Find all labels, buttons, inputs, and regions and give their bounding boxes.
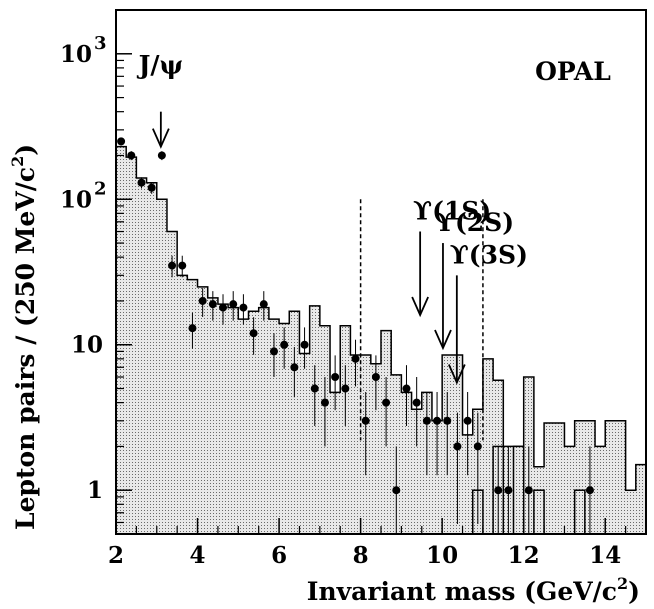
- histogram-bar: [512, 445, 525, 534]
- data-point: [453, 442, 462, 451]
- data-point: [361, 416, 370, 425]
- data-point: [402, 384, 411, 393]
- data-point: [320, 398, 329, 407]
- data-point: [351, 354, 360, 363]
- histogram-bar: [573, 489, 586, 534]
- data-point: [433, 416, 442, 425]
- y-tick-label: 1: [87, 477, 103, 504]
- data-point: [198, 296, 207, 305]
- data-point: [178, 261, 187, 270]
- x-axis-label-main: Invariant mass (GeV/c: [307, 577, 617, 606]
- data-point: [127, 151, 136, 160]
- y-tick-label: 10: [71, 332, 103, 359]
- data-point: [473, 442, 482, 451]
- x-axis-label-sup: 2: [617, 574, 628, 593]
- data-point: [280, 340, 289, 349]
- data-point: [208, 300, 217, 309]
- x-tick-label: 4: [190, 542, 206, 569]
- annotation-label: ϒ(3S): [450, 240, 528, 269]
- x-axis-label-close: ): [628, 577, 640, 606]
- data-point: [331, 373, 340, 382]
- x-tick-label: 14: [589, 542, 621, 569]
- data-point: [290, 363, 299, 372]
- data-point: [219, 303, 228, 312]
- data-point: [341, 384, 350, 393]
- x-axis-label: Invariant mass (GeV/c2): [307, 574, 640, 606]
- y-tick-label: 10: [60, 41, 92, 68]
- data-point: [382, 398, 391, 407]
- data-point: [524, 486, 533, 495]
- y-tick-label-exponent: 2: [94, 178, 107, 199]
- signal-window-lines: [359, 199, 484, 441]
- data-point: [259, 300, 268, 309]
- y-tick-label-exponent: 3: [94, 33, 107, 54]
- data-point: [300, 340, 309, 349]
- x-tick-label: 8: [353, 542, 369, 569]
- x-tick-label: 6: [271, 542, 287, 569]
- annotation-arrowhead: [152, 128, 170, 149]
- x-tick-label: 2: [108, 542, 124, 569]
- data-point: [412, 398, 421, 407]
- data-point: [239, 303, 248, 312]
- data-point: [585, 486, 594, 495]
- data-point: [249, 329, 258, 338]
- annotation-arrowhead: [448, 364, 466, 385]
- data-point: [310, 384, 319, 393]
- data-point: [463, 416, 472, 425]
- data-point: [117, 137, 126, 146]
- data-point: [392, 486, 401, 495]
- experiment-label: OPAL: [535, 57, 611, 86]
- data-point: [188, 324, 197, 333]
- x-tick-label: 12: [508, 542, 540, 569]
- annotation-label: ϒ(2S): [436, 208, 514, 237]
- mc-histogram: [116, 145, 646, 534]
- data-point: [269, 347, 278, 356]
- y-axis-label-main: Lepton pairs / (250 MeV/c: [11, 167, 40, 530]
- data-points: [117, 137, 594, 534]
- data-point: [443, 416, 452, 425]
- histogram-bar: [533, 489, 545, 534]
- y-axis-label-close: ): [11, 144, 40, 156]
- data-point: [147, 183, 156, 192]
- data-point: [504, 486, 513, 495]
- data-point: [137, 178, 146, 187]
- data-point: [371, 373, 380, 382]
- annotation-label: ϒ(1S): [413, 197, 491, 226]
- annotation-arrowhead: [411, 296, 429, 318]
- histogram-area: [116, 145, 646, 534]
- data-point: [157, 151, 166, 160]
- x-tick-label: 10: [426, 542, 458, 569]
- data-point: [229, 300, 238, 309]
- data-point: [422, 416, 431, 425]
- annotation-label: J/ψ: [137, 51, 184, 80]
- data-point: [168, 261, 177, 270]
- annotations: J/ψ ϒ(1S)ϒ(2S) ϒ(3S): [137, 51, 528, 385]
- y-axis-label: Lepton pairs / (250 MeV/c2): [8, 144, 40, 530]
- y-axis-label-sup: 2: [8, 156, 27, 167]
- annotation-arrowhead: [434, 329, 452, 351]
- data-point: [494, 486, 503, 495]
- y-tick-label: 10: [60, 186, 92, 213]
